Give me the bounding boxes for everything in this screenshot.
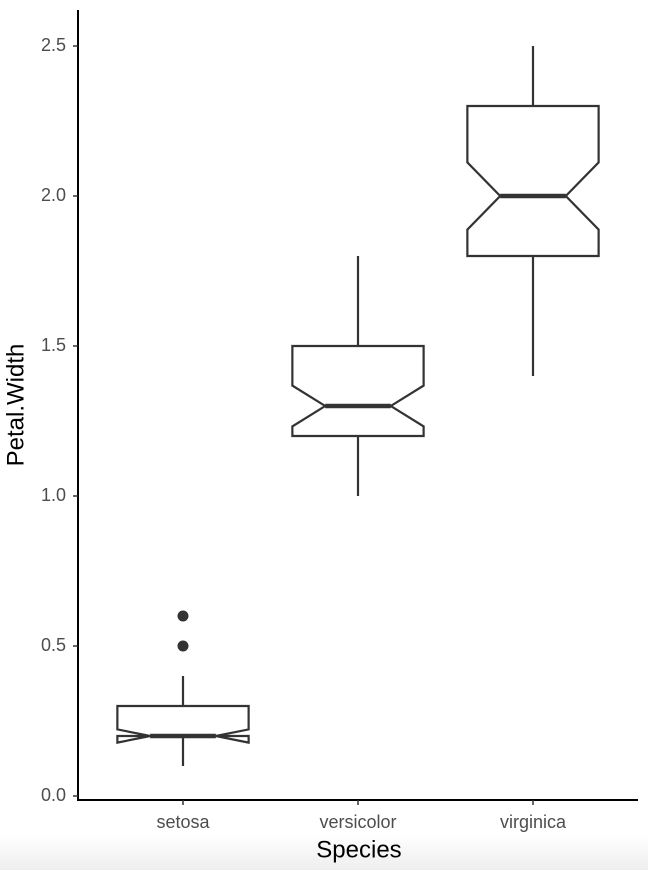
x-tick-label: virginica: [500, 812, 567, 832]
y-axis-title: Petal.Width: [2, 344, 29, 467]
y-tick-label: 2.5: [41, 35, 66, 55]
box: [291, 344, 425, 438]
x-tick-label: setosa: [156, 812, 210, 832]
y-tick-label: 2.0: [41, 185, 66, 205]
box: [466, 104, 600, 258]
outlier: [177, 610, 189, 622]
y-tick-label: 0.0: [41, 785, 66, 805]
x-axis-title: Species: [316, 836, 401, 863]
y-tick-label: 1.5: [41, 335, 66, 355]
x-tick-label: versicolor: [319, 812, 396, 832]
outlier: [177, 640, 189, 652]
box: [116, 704, 250, 744]
y-tick-label: 0.5: [41, 635, 66, 655]
bottom-fade: [0, 835, 648, 870]
y-tick-label: 1.0: [41, 485, 66, 505]
